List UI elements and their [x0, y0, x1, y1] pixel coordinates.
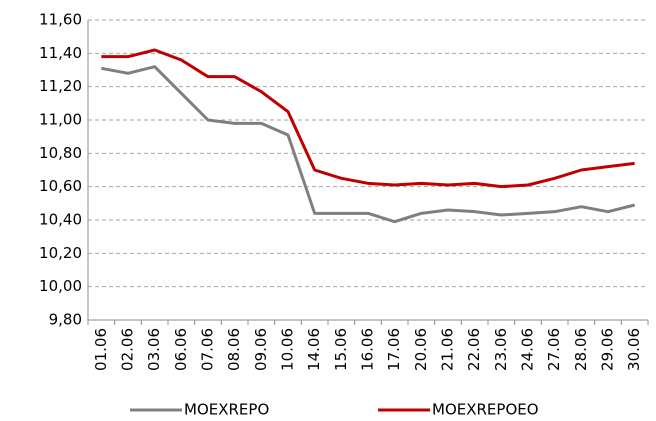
x-tick-label: 09.06	[252, 328, 270, 371]
y-tick-label: 10,60	[39, 177, 82, 195]
y-tick-label: 10,40	[39, 211, 82, 229]
x-tick-label: 23.06	[492, 328, 510, 371]
series-line	[101, 48, 635, 189]
x-tick-label: 14.06	[305, 328, 323, 371]
y-tick-label: 10,80	[39, 144, 82, 162]
x-tick-label: 17.06	[385, 328, 403, 371]
x-tick-label: 30.06	[625, 328, 643, 371]
x-tick-label: 01.06	[92, 328, 110, 371]
x-tick-label: 08.06	[225, 328, 243, 371]
x-tick-label: 02.06	[119, 328, 137, 371]
y-tick-label: 11,00	[39, 111, 82, 129]
series-line	[101, 65, 636, 224]
x-tick-label: 16.06	[359, 328, 377, 371]
y-tick-label: 11,60	[39, 11, 82, 29]
y-tick-label: 11,40	[39, 44, 82, 62]
x-tick-label: 10.06	[279, 328, 297, 371]
x-tick-label: 21.06	[439, 328, 457, 371]
x-tick-label: 06.06	[172, 328, 190, 371]
x-tick-label: 27.06	[545, 328, 563, 371]
legend-label: MOEXREPOEO	[432, 401, 539, 419]
y-tick-label: 10,20	[39, 244, 82, 262]
legend-label: MOEXREPO	[184, 401, 269, 419]
y-tick-label: 9,80	[49, 311, 82, 329]
x-tick-label: 03.06	[145, 328, 163, 371]
x-tick-label: 29.06	[599, 328, 617, 371]
x-tick-label: 28.06	[572, 328, 590, 371]
y-tick-label: 11,20	[39, 77, 82, 95]
x-tick-label: 22.06	[465, 328, 483, 371]
x-tick-label: 07.06	[199, 328, 217, 371]
y-tick-label: 10,00	[39, 277, 82, 295]
x-tick-label: 24.06	[519, 328, 537, 371]
x-tick-label: 15.06	[332, 328, 350, 371]
x-tick-label: 20.06	[412, 328, 430, 371]
